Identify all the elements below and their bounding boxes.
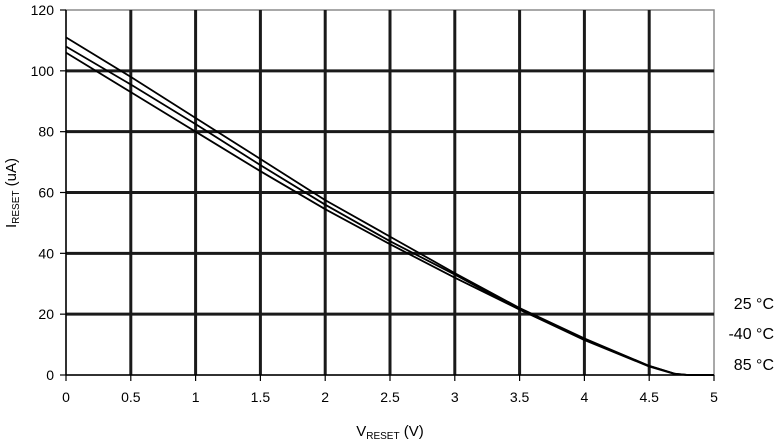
x-tick-label: 1.5 xyxy=(251,389,271,405)
legend-label-0: 25 °C xyxy=(734,296,774,313)
x-axis-title-unit: (V) xyxy=(400,423,424,440)
x-tick-label: 3 xyxy=(451,389,459,405)
y-axis-title: IRESET (uA) xyxy=(3,158,22,228)
legend: 25 °C -40 °C 85 °C xyxy=(728,296,774,374)
y-tick-label: 0 xyxy=(46,367,54,383)
series-lines xyxy=(65,36,714,376)
legend-label-2: 85 °C xyxy=(734,357,774,374)
x-tick-label: 1 xyxy=(192,389,200,405)
y-tick-label: 40 xyxy=(38,245,54,261)
y-tick-label: 60 xyxy=(38,185,54,201)
y-tick-label: 100 xyxy=(31,63,55,79)
y-axis-title-main: I xyxy=(3,224,20,228)
grid xyxy=(65,9,715,376)
y-axis-title-sub: RESET xyxy=(11,191,22,224)
x-tick-label: 5 xyxy=(710,389,718,405)
x-tick-label: 0 xyxy=(62,389,70,405)
series-line-2 xyxy=(65,51,714,376)
y-axis-title-unit: (uA) xyxy=(3,158,20,191)
legend-label-1: -40 °C xyxy=(728,326,774,343)
x-tick-label: 3.5 xyxy=(510,389,530,405)
x-tick-label: 4 xyxy=(581,389,589,405)
x-axis-title: VRESET (V) xyxy=(356,423,424,442)
x-axis-title-sub: RESET xyxy=(366,431,399,442)
x-axis-title-main: V xyxy=(356,423,366,440)
x-tick-labels: 0 0.5 1 1.5 2 2.5 3 3.5 4 4.5 5 xyxy=(62,375,718,405)
y-tick-label: 20 xyxy=(38,306,54,322)
y-tick-label: 120 xyxy=(31,2,55,18)
x-tick-label: 0.5 xyxy=(121,389,141,405)
x-tick-label: 4.5 xyxy=(639,389,659,405)
y-tick-label: 80 xyxy=(38,124,54,140)
x-tick-label: 2 xyxy=(321,389,329,405)
y-tick-labels: 0 20 40 60 80 100 120 xyxy=(31,2,66,383)
x-tick-label: 2.5 xyxy=(380,389,400,405)
